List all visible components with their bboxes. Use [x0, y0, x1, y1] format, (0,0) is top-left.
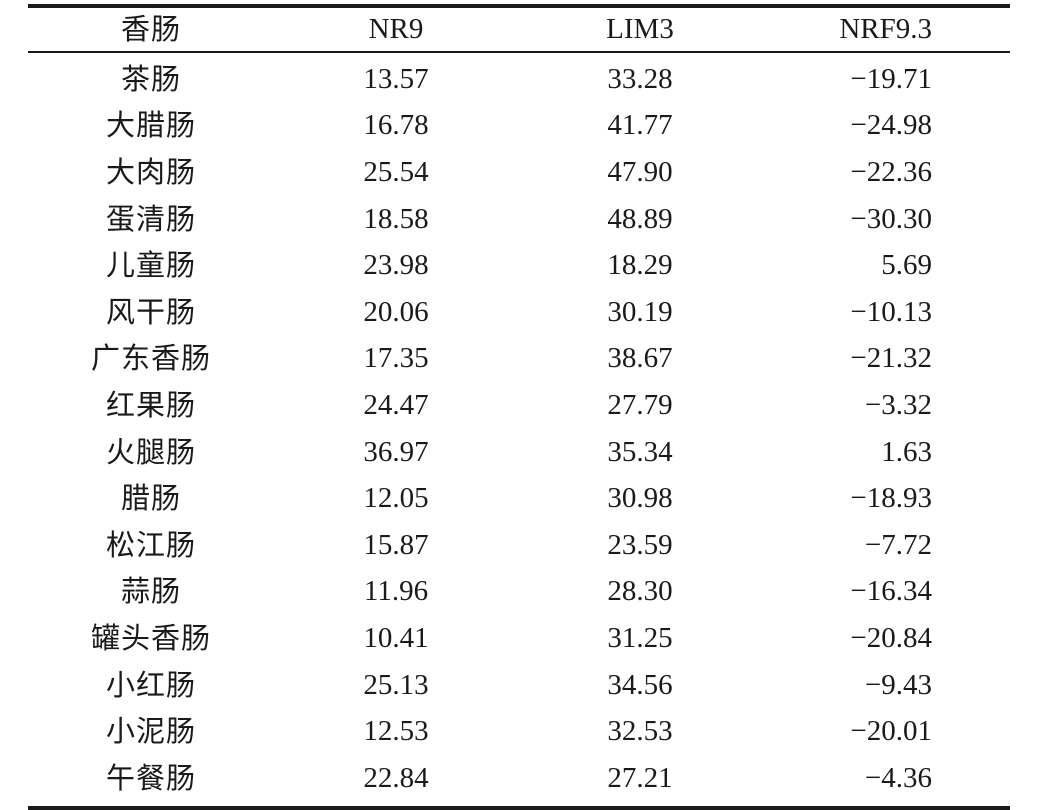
- cell-lim3: 32.53: [607, 715, 673, 748]
- cell-lim3: 27.21: [607, 761, 673, 794]
- cell-nr9: 12.53: [363, 715, 429, 748]
- cell-lim3: 28.30: [607, 575, 673, 608]
- cell-nr9: 10.41: [363, 621, 429, 654]
- table-row: 风干肠 20.06 30.19 −10.13: [28, 289, 1010, 336]
- cell-lim3: 33.28: [607, 62, 673, 95]
- cell-nr9: 25.54: [363, 155, 429, 188]
- cell-lim3: 18.29: [607, 249, 673, 282]
- table-row: 大肉肠 25.54 47.90 −22.36: [28, 149, 1010, 196]
- cell-sausage-name: 儿童肠: [105, 248, 196, 283]
- cell-nrf93: 5.69: [881, 249, 932, 282]
- cell-lim3: 31.25: [607, 621, 673, 654]
- cell-nrf93: −16.34: [850, 575, 932, 608]
- table-row: 大腊肠 16.78 41.77 −24.98: [28, 103, 1010, 150]
- cell-nrf93: −20.84: [850, 621, 932, 654]
- cell-sausage-name: 大肉肠: [105, 154, 196, 189]
- table-row: 蛋清肠 18.58 48.89 −30.30: [28, 196, 1010, 243]
- cell-lim3: 41.77: [607, 109, 673, 142]
- cell-lim3: 48.89: [607, 202, 673, 235]
- cell-sausage-name: 蛋清肠: [105, 201, 196, 236]
- cell-lim3: 30.19: [607, 295, 673, 328]
- table-row: 红果肠 24.47 27.79 −3.32: [28, 382, 1010, 429]
- cell-lim3: 38.67: [607, 342, 673, 375]
- cell-sausage-name: 罐头香肠: [90, 620, 211, 655]
- table-row: 腊肠 12.05 30.98 −18.93: [28, 475, 1010, 522]
- cell-lim3: 30.98: [607, 482, 673, 515]
- cell-lim3: 23.59: [607, 528, 673, 561]
- cell-nrf93: −21.32: [850, 342, 932, 375]
- cell-nrf93: −19.71: [850, 62, 932, 95]
- cell-sausage-name: 茶肠: [120, 61, 181, 96]
- table-row: 午餐肠 22.84 27.21 −4.36: [28, 755, 1010, 802]
- table-row: 蒜肠 11.96 28.30 −16.34: [28, 569, 1010, 616]
- cell-nr9: 20.06: [363, 295, 429, 328]
- cell-nrf93: −7.72: [864, 528, 932, 561]
- cell-nrf93: −30.30: [850, 202, 932, 235]
- cell-nrf93: −9.43: [864, 668, 932, 701]
- header-sausage: 香肠: [120, 12, 181, 46]
- cell-lim3: 35.34: [607, 435, 673, 468]
- cell-nrf93: −22.36: [850, 155, 932, 188]
- cell-sausage-name: 小泥肠: [105, 714, 196, 749]
- cell-nr9: 16.78: [363, 109, 429, 142]
- cell-nr9: 15.87: [363, 528, 429, 561]
- cell-nrf93: −24.98: [850, 109, 932, 142]
- cell-lim3: 27.79: [607, 388, 673, 421]
- cell-sausage-name: 腊肠: [120, 481, 181, 516]
- table-row: 小红肠 25.13 34.56 −9.43: [28, 662, 1010, 709]
- table-row: 茶肠 13.57 33.28 −19.71: [28, 56, 1010, 103]
- table-top-rule: [28, 4, 1010, 8]
- table-body: 茶肠 13.57 33.28 −19.71 大腊肠 16.78 41.77 −24.98 大肉肠…: [28, 53, 1010, 802]
- table-row: 小泥肠 12.53 32.53 −20.01: [28, 708, 1010, 755]
- cell-nr9: 12.05: [363, 482, 429, 515]
- cell-nr9: 22.84: [363, 761, 429, 794]
- table-header-rule: [28, 51, 1010, 53]
- table-row: 松江肠 15.87 23.59 −7.72: [28, 522, 1010, 569]
- cell-nr9: 18.58: [363, 202, 429, 235]
- cell-nr9: 25.13: [363, 668, 429, 701]
- cell-sausage-name: 火腿肠: [105, 434, 196, 469]
- cell-sausage-name: 小红肠: [105, 667, 196, 702]
- cell-nr9: 36.97: [363, 435, 429, 468]
- cell-nrf93: −4.36: [864, 761, 932, 794]
- cell-sausage-name: 大腊肠: [105, 108, 196, 143]
- cell-nr9: 13.57: [363, 62, 429, 95]
- table-row: 儿童肠 23.98 18.29 5.69: [28, 242, 1010, 289]
- cell-nr9: 24.47: [363, 388, 429, 421]
- cell-nr9: 11.96: [363, 575, 429, 608]
- table-row: 广东香肠 17.35 38.67 −21.32: [28, 336, 1010, 383]
- cell-sausage-name: 广东香肠: [90, 341, 211, 376]
- table-row: 罐头香肠 10.41 31.25 −20.84: [28, 615, 1010, 662]
- header-nr9: NR9: [368, 13, 424, 45]
- header-lim3: LIM3: [606, 13, 674, 45]
- cell-sausage-name: 松江肠: [105, 527, 196, 562]
- cell-nrf93: −3.32: [864, 388, 932, 421]
- cell-lim3: 34.56: [607, 668, 673, 701]
- data-table: 香肠 NR9 LIM3 NRF9.3 茶肠 13.57 33.28 −19.71 大腊肠…: [28, 4, 1010, 810]
- table-row: 火腿肠 36.97 35.34 1.63: [28, 429, 1010, 476]
- cell-sausage-name: 蒜肠: [120, 574, 181, 609]
- cell-nrf93: 1.63: [881, 435, 932, 468]
- cell-nrf93: −18.93: [850, 482, 932, 515]
- cell-sausage-name: 风干肠: [105, 294, 196, 329]
- header-nrf93: NRF9.3: [839, 13, 932, 45]
- table-header-row: 香肠 NR9 LIM3 NRF9.3: [28, 8, 1010, 51]
- cell-nrf93: −10.13: [850, 295, 932, 328]
- cell-nr9: 17.35: [363, 342, 429, 375]
- cell-sausage-name: 红果肠: [105, 387, 196, 422]
- cell-nrf93: −20.01: [850, 715, 932, 748]
- cell-nr9: 23.98: [363, 249, 429, 282]
- cell-lim3: 47.90: [607, 155, 673, 188]
- table-bottom-rule: [28, 805, 1010, 810]
- cell-sausage-name: 午餐肠: [105, 760, 196, 795]
